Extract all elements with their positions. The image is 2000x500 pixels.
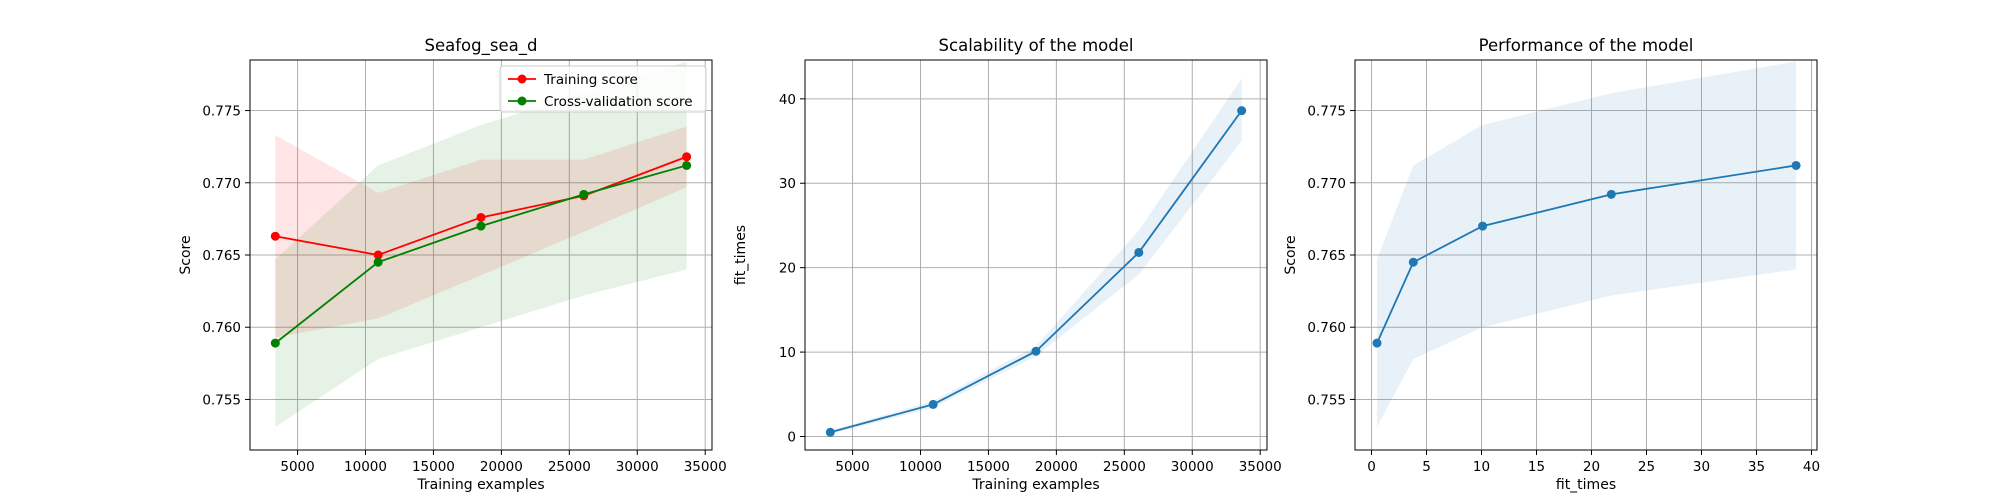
y-tick-label: 30 — [779, 176, 796, 192]
y-tick-label: 0.770 — [1307, 176, 1346, 192]
series-0-point — [1031, 346, 1041, 356]
series-1-point — [579, 189, 589, 199]
y-tick-label: 0.775 — [202, 104, 241, 120]
y-tick-label: 0 — [787, 429, 796, 445]
panel-learning-curve: 5000 10000 15000 20000 25000 30000 35000 0.755 0… — [178, 36, 727, 493]
x-tick-label: 10000 — [344, 459, 387, 475]
series-0-point — [1606, 189, 1616, 199]
x-tick-label: 35000 — [1239, 459, 1282, 475]
y-tick-label: 0.755 — [202, 392, 241, 408]
x-axis-label: fit_times — [1556, 477, 1616, 493]
x-axis-label: Training examples — [416, 477, 544, 493]
legend: Training score Cross-validation score — [499, 65, 707, 113]
series-0-point — [476, 212, 486, 222]
x-tick-label: 5000 — [280, 459, 314, 475]
legend-label: Cross-validation score — [544, 94, 693, 110]
x-tick-label: 20 — [1583, 459, 1600, 475]
panel-title: Scalability of the model — [939, 36, 1134, 55]
series-0-point — [1478, 221, 1488, 231]
series-0-confidence-band — [1377, 61, 1797, 427]
series-1-confidence-band — [275, 61, 687, 427]
y-tick-label: 0.755 — [1307, 392, 1346, 408]
x-tick-label: 30 — [1693, 459, 1710, 475]
y-tick-label: 20 — [779, 261, 796, 277]
x-tick-label: 10000 — [899, 459, 942, 475]
y-tick-label: 10 — [779, 345, 796, 361]
series-0-point — [270, 231, 280, 241]
panel-scalability: 5000 10000 15000 20000 25000 30000 35000 0 10 20 3… — [733, 36, 1282, 493]
x-tick-label: 15000 — [967, 459, 1010, 475]
y-axis-label: fit_times — [733, 225, 749, 285]
y-tick-label: 0.775 — [1307, 104, 1346, 120]
y-axis-label: Score — [1283, 235, 1299, 274]
x-tick-label: 10 — [1473, 459, 1490, 475]
x-tick-label: 20000 — [1035, 459, 1078, 475]
legend-box — [499, 65, 707, 113]
x-tick-label: 5000 — [835, 459, 869, 475]
legend-swatch-marker — [517, 74, 527, 84]
axes-frame — [804, 59, 1268, 451]
series-0-point — [1134, 247, 1144, 257]
series-1-point — [270, 338, 280, 348]
y-tick-label: 0.765 — [1307, 248, 1346, 264]
y-tick-label: 0.765 — [202, 248, 241, 264]
x-tick-label: 35000 — [684, 459, 727, 475]
x-tick-label: 5 — [1422, 459, 1431, 475]
y-tick-label: 0.760 — [1307, 320, 1346, 336]
legend-label: Training score — [543, 72, 638, 88]
y-tick-label: 0.760 — [202, 320, 241, 336]
legend-swatch-marker — [517, 96, 527, 106]
series-1-point — [373, 257, 383, 267]
x-tick-label: 30000 — [616, 459, 659, 475]
series-0-point — [1791, 160, 1801, 170]
x-axis-label: Training examples — [971, 477, 1099, 493]
x-tick-label: 15000 — [412, 459, 455, 475]
y-axis-label: Score — [178, 235, 194, 274]
series-1-point — [476, 221, 486, 231]
series-0-point — [682, 152, 692, 162]
series-1-point — [682, 160, 692, 170]
panel-title: Seafog_sea_d — [425, 36, 538, 56]
series-0-point — [373, 250, 383, 260]
x-tick-label: 35 — [1748, 459, 1765, 475]
x-tick-label: 25000 — [548, 459, 591, 475]
x-tick-label: 40 — [1803, 459, 1820, 475]
x-tick-label: 25000 — [1103, 459, 1146, 475]
x-tick-label: 0 — [1367, 459, 1376, 475]
y-tick-label: 0.770 — [202, 176, 241, 192]
series-0-point — [825, 427, 835, 437]
series-0-point — [1237, 106, 1247, 116]
panel-title: Performance of the model — [1479, 36, 1694, 55]
series-0-confidence-band — [275, 126, 687, 338]
panel-performance: 0 5 10 15 20 25 30 35 40 0.755 0.760 0.765 0.770 0.77… — [1283, 36, 1820, 493]
series-0-point — [928, 399, 938, 409]
series-0-point — [1408, 257, 1418, 267]
x-tick-label: 20000 — [480, 459, 523, 475]
x-tick-label: 25 — [1638, 459, 1655, 475]
y-tick-label: 40 — [779, 92, 796, 108]
x-tick-label: 30000 — [1171, 459, 1214, 475]
x-tick-label: 15 — [1528, 459, 1545, 475]
series-0-point — [1372, 338, 1382, 348]
